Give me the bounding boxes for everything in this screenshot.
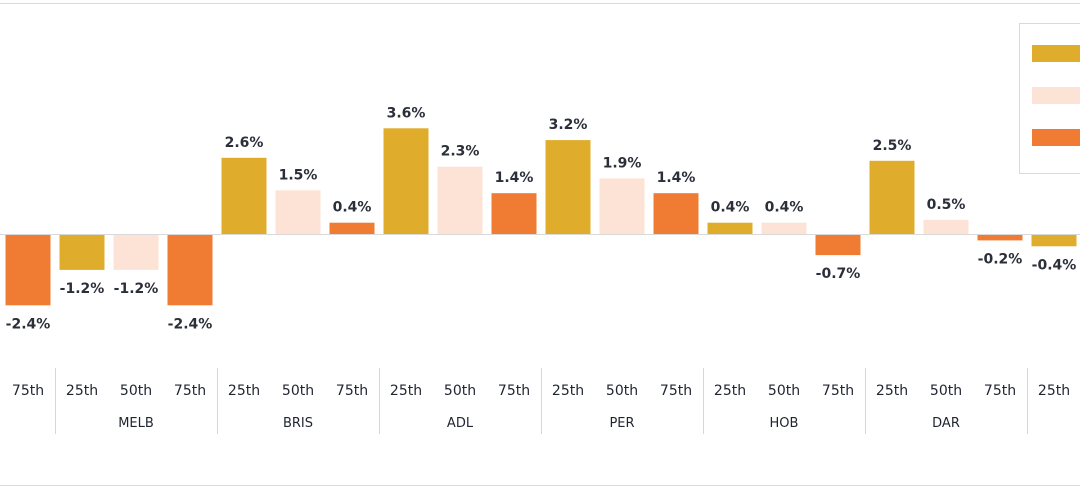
- value-label: 0.4%: [711, 200, 750, 216]
- bar-bris-25th: [221, 157, 267, 235]
- value-label: 0.4%: [333, 200, 372, 216]
- value-label: 1.4%: [657, 170, 696, 186]
- value-label: -2.4%: [168, 316, 213, 332]
- value-label: 2.6%: [225, 135, 264, 151]
- value-label: 3.2%: [549, 117, 588, 133]
- tick-label: 25th: [876, 383, 908, 399]
- value-label: -1.2%: [114, 281, 159, 297]
- group-label: ADL: [447, 416, 474, 431]
- value-label: 1.4%: [495, 170, 534, 186]
- bar-melb-25th: [59, 234, 105, 270]
- bar-per-75th: [653, 193, 699, 235]
- bar-bris-50th: [275, 190, 321, 235]
- tick-label: 75th: [498, 383, 530, 399]
- value-label: -0.4%: [1032, 257, 1077, 273]
- bar-edge-25th: [1031, 234, 1077, 247]
- group-label: DAR: [932, 416, 960, 431]
- value-label: -0.2%: [978, 251, 1023, 267]
- value-label: 3.6%: [387, 105, 426, 121]
- tick-label: 25th: [714, 383, 746, 399]
- bar-adl-25th: [383, 128, 429, 235]
- tick-label: 75th: [822, 383, 854, 399]
- value-label: -0.7%: [816, 266, 861, 282]
- value-label: 0.4%: [765, 200, 804, 216]
- value-label: -2.4%: [6, 316, 51, 332]
- group-label: PER: [609, 416, 634, 431]
- legend-swatch-75th: [1032, 129, 1080, 146]
- bar-per-50th: [599, 178, 645, 235]
- group-label: HOB: [770, 416, 799, 431]
- bar-dar-25th: [869, 160, 915, 235]
- tick-label: 50th: [606, 383, 638, 399]
- tick-label: 50th: [282, 383, 314, 399]
- tick-label: 50th: [444, 383, 476, 399]
- legend: [1019, 23, 1080, 174]
- tick-label: 50th: [768, 383, 800, 399]
- bar-melb-75th: [167, 234, 213, 306]
- bar-melb-50th: [113, 234, 159, 270]
- bar-adl-75th: [491, 193, 537, 235]
- tick-label: 50th: [120, 383, 152, 399]
- bar-dar-75th: [977, 234, 1023, 241]
- bar-adl-50th: [437, 166, 483, 235]
- group-label: MELB: [118, 416, 154, 431]
- tick-label: 25th: [228, 383, 260, 399]
- bars-layer: [5, 128, 1077, 306]
- tick-label: 25th: [552, 383, 584, 399]
- tick-label: 75th: [174, 383, 206, 399]
- category-axis: 75th 25th 50th 75th MELB 25th 50th 75th BRIS 25th…: [12, 368, 1070, 434]
- tick-label: 25th: [66, 383, 98, 399]
- value-label: 2.5%: [873, 138, 912, 154]
- tick-label: 25th: [390, 383, 422, 399]
- value-label: 1.5%: [279, 167, 318, 183]
- tick-label: 75th: [984, 383, 1016, 399]
- value-label: 1.9%: [603, 155, 642, 171]
- value-labels-layer: -2.4% -1.2% -1.2% -2.4% 2.6% 1.5% 0.4% 3.6% 2.3%…: [6, 105, 1077, 332]
- tick-label: 50th: [930, 383, 962, 399]
- value-label: 2.3%: [441, 144, 480, 160]
- bar-hob-50th: [761, 222, 807, 235]
- bar-hob-75th: [815, 234, 861, 256]
- legend-swatch-25th: [1032, 45, 1080, 62]
- tick-label: 75th: [336, 383, 368, 399]
- tick-label: 75th: [12, 383, 44, 399]
- tick-label: 25th: [1038, 383, 1070, 399]
- bar-edge-75th: [5, 234, 51, 306]
- value-label: -1.2%: [60, 281, 105, 297]
- tick-label: 75th: [660, 383, 692, 399]
- bar-dar-50th: [923, 219, 969, 235]
- bar-hob-25th: [707, 222, 753, 235]
- value-label: 0.5%: [927, 197, 966, 213]
- legend-swatch-50th: [1032, 87, 1080, 104]
- bar-bris-75th: [329, 222, 375, 235]
- group-label: BRIS: [283, 416, 313, 431]
- bar-per-25th: [545, 140, 591, 235]
